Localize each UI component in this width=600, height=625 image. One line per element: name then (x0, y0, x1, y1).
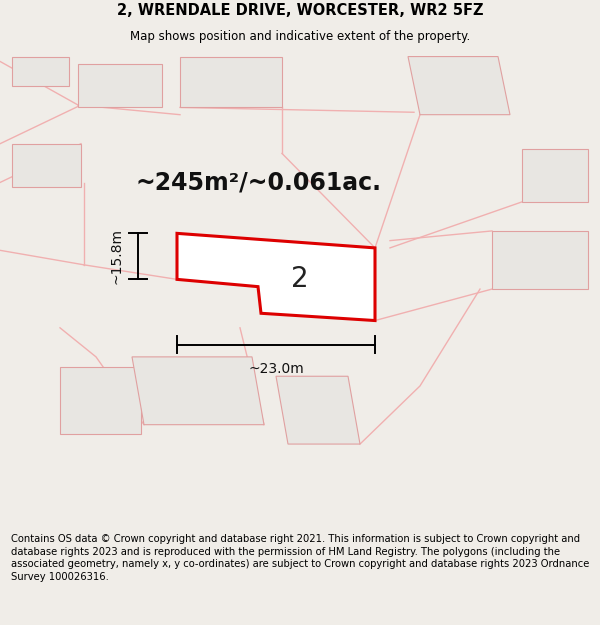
Text: ~15.8m: ~15.8m (109, 228, 123, 284)
Polygon shape (522, 149, 588, 202)
Text: ~23.0m: ~23.0m (248, 362, 304, 376)
Polygon shape (180, 56, 282, 108)
Text: 2, WRENDALE DRIVE, WORCESTER, WR2 5FZ: 2, WRENDALE DRIVE, WORCESTER, WR2 5FZ (117, 2, 483, 18)
Polygon shape (12, 56, 69, 86)
Polygon shape (12, 144, 81, 188)
Polygon shape (78, 64, 162, 107)
Text: ~245m²/~0.061ac.: ~245m²/~0.061ac. (135, 171, 381, 194)
Polygon shape (408, 56, 510, 115)
Polygon shape (276, 376, 360, 444)
Polygon shape (60, 366, 141, 434)
Polygon shape (177, 233, 375, 321)
Text: 2: 2 (291, 266, 309, 293)
Polygon shape (132, 357, 264, 425)
Polygon shape (492, 231, 588, 289)
Text: Map shows position and indicative extent of the property.: Map shows position and indicative extent… (130, 30, 470, 43)
Text: Contains OS data © Crown copyright and database right 2021. This information is : Contains OS data © Crown copyright and d… (11, 534, 589, 582)
